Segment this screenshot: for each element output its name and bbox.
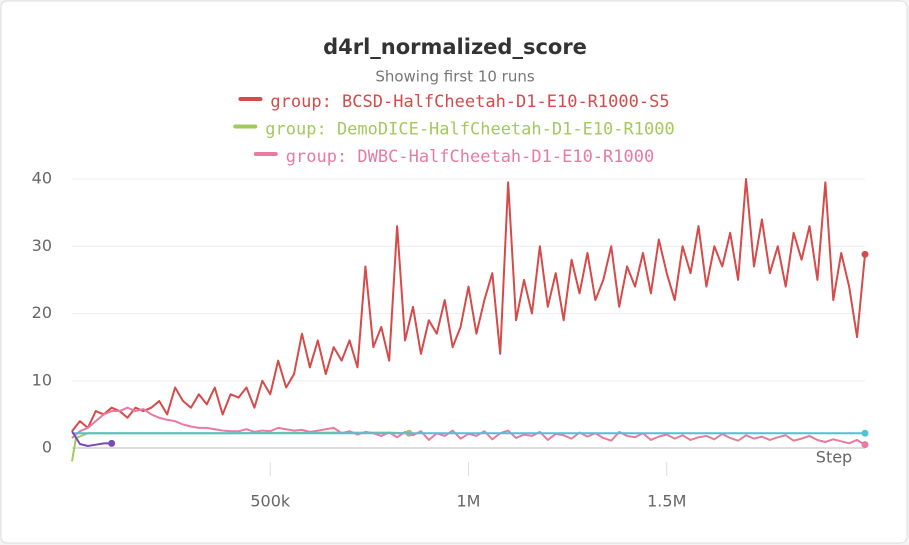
y-tick-label: 30	[32, 236, 52, 255]
legend-label: group: DWBC-HalfCheetah-D1-E10-R1000	[286, 147, 654, 167]
end-dot	[861, 441, 869, 449]
data-line	[71, 430, 112, 448]
data-line	[71, 178, 866, 432]
legend-label: group: DemoDICE-HalfCheetah-D1-E10-R1000	[265, 120, 674, 140]
x-tick-label: 1.5M	[647, 492, 686, 511]
y-tick-label: 20	[32, 303, 52, 322]
y-tick-label: 40	[32, 169, 52, 188]
end-dot	[108, 439, 116, 447]
x-tick-label: 500k	[250, 492, 291, 511]
legend-label: group: BCSD-HalfCheetah-D1-E10-R1000-S5	[270, 92, 669, 112]
chart-subtitle: Showing first 10 runs	[375, 68, 535, 86]
x-tick-label: 1M	[457, 492, 481, 511]
chart-title: d4rl_normalized_score	[323, 35, 587, 59]
x-axis-label: Step	[816, 448, 852, 467]
y-tick-label: 10	[32, 370, 52, 389]
y-tick-label: 0	[42, 438, 52, 457]
end-dot	[861, 429, 869, 437]
end-dot	[861, 250, 869, 258]
